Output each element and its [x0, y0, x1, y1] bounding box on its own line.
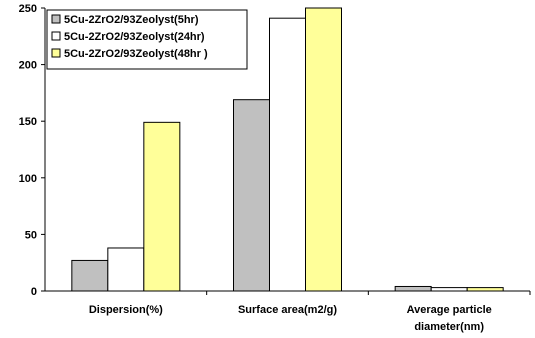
y-tick-label: 100 [19, 173, 37, 185]
x-category-label: Dispersion(%) [89, 304, 163, 316]
y-tick-label: 150 [19, 116, 37, 128]
legend-swatch [51, 14, 61, 24]
category-labels: Dispersion(%) Surface area(m2/g) Average p… [89, 304, 492, 333]
bar-2-2 [269, 17, 306, 292]
y-tick-label: 50 [25, 229, 37, 241]
bars [71, 7, 504, 292]
bar-3-2 [305, 7, 342, 292]
bar-2-1 [107, 247, 145, 292]
y-tick-label: 0 [31, 286, 37, 298]
bar-1-3 [394, 285, 432, 292]
legend-box [46, 9, 248, 70]
bar-1-1 [71, 259, 109, 292]
y-tick-label: 250 [19, 3, 37, 15]
x-category-label: diameter(nm) [414, 321, 484, 333]
bar-3-3 [466, 287, 504, 292]
bar-1-2 [233, 99, 270, 292]
y-tick-label: 200 [19, 60, 37, 72]
legend-label: 5Cu-2ZrO2/93Zeolyst(48hr ) [64, 48, 208, 60]
x-category-label: Surface area(m2/g) [238, 304, 337, 316]
bar-3-1 [143, 121, 181, 292]
bar-2-3 [430, 287, 468, 292]
legend: 5Cu-2ZrO2/93Zeolyst(5hr) 5Cu-2ZrO2/93Zeol… [46, 9, 248, 70]
legend-label: 5Cu-2ZrO2/93Zeolyst(5hr) [64, 14, 199, 26]
legend-swatch [51, 48, 61, 58]
x-category-label: Average particle [407, 304, 492, 316]
legend-label: 5Cu-2ZrO2/93Zeolyst(24hr) [64, 31, 205, 43]
legend-swatch [51, 31, 61, 41]
